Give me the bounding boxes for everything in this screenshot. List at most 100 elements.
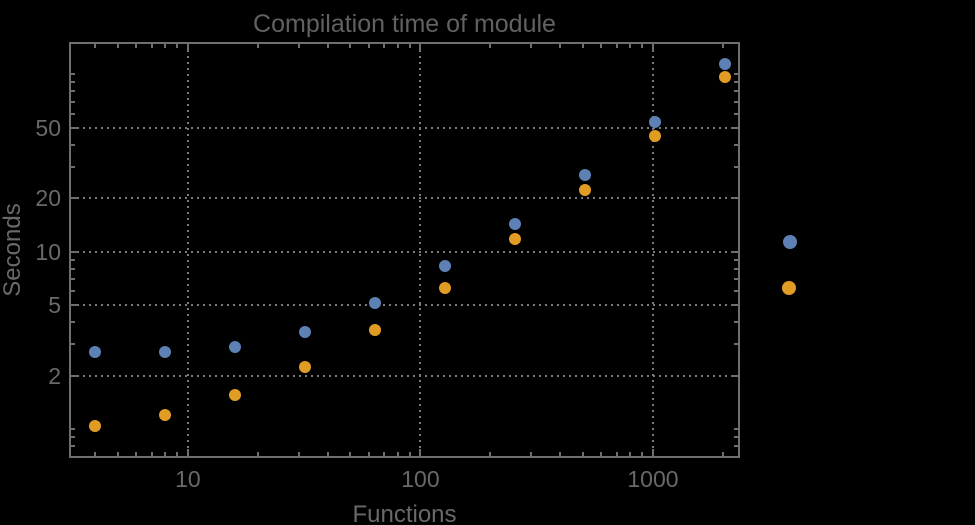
tick-mark-y	[734, 445, 738, 448]
y-tick-label: 20	[35, 185, 61, 212]
tick-mark-y	[71, 197, 78, 200]
data-point-series-1-blue	[159, 345, 172, 358]
tick-mark-x	[116, 452, 119, 456]
legend-marker-1	[783, 235, 797, 249]
tick-mark-x	[116, 44, 119, 48]
tick-mark-x	[383, 452, 386, 456]
x-tick-label: 1000	[627, 466, 679, 492]
tick-mark-x	[559, 452, 562, 456]
tick-mark-x	[600, 452, 603, 456]
tick-mark-x	[408, 44, 411, 48]
tick-mark-y	[734, 427, 738, 430]
tick-mark-x	[489, 452, 492, 456]
plot-frame	[69, 42, 740, 458]
data-point-series-1-blue	[719, 58, 732, 71]
gridline-vertical	[186, 44, 189, 456]
tick-mark-x	[150, 44, 153, 48]
gridline-vertical	[651, 44, 654, 456]
tick-mark-x	[326, 452, 329, 456]
tick-mark-x	[367, 452, 370, 456]
tick-mark-x	[419, 44, 422, 51]
data-point-series-2-orange	[439, 282, 452, 295]
tick-mark-y	[731, 303, 738, 306]
data-point-series-1-blue	[579, 169, 592, 182]
tick-mark-y	[731, 374, 738, 377]
tick-mark-x	[164, 452, 167, 456]
tick-mark-y	[734, 278, 738, 281]
tick-mark-x	[396, 44, 399, 48]
tick-mark-x	[615, 452, 618, 456]
tick-mark-y	[71, 343, 75, 346]
tick-mark-y	[71, 278, 75, 281]
tick-mark-x	[150, 452, 153, 456]
tick-mark-x	[530, 44, 533, 48]
data-point-series-1-blue	[509, 218, 522, 230]
tick-mark-x	[94, 452, 97, 456]
tick-mark-y	[734, 289, 738, 292]
tick-mark-y	[734, 81, 738, 84]
tick-mark-y	[71, 321, 75, 324]
tick-mark-x	[615, 44, 618, 48]
tick-mark-x	[164, 44, 167, 48]
x-axis-label: Functions	[352, 501, 457, 525]
tick-mark-y	[71, 445, 75, 448]
tick-mark-x	[297, 452, 300, 456]
y-tick-label: 10	[35, 238, 61, 265]
tick-mark-x	[176, 44, 179, 48]
gridline-horizontal	[71, 197, 738, 200]
tick-mark-x	[256, 44, 259, 48]
tick-mark-y	[734, 267, 738, 270]
y-tick-label: 5	[48, 291, 61, 318]
tick-mark-y	[734, 343, 738, 346]
gridline-horizontal	[71, 126, 738, 129]
data-point-series-2-orange	[579, 184, 592, 197]
tick-mark-y	[71, 436, 75, 439]
plot-title: Compilation time of module	[253, 10, 556, 38]
tick-mark-x	[721, 452, 724, 456]
data-point-series-2-orange	[299, 361, 312, 374]
tick-mark-y	[71, 289, 75, 292]
tick-mark-x	[581, 44, 584, 48]
tick-mark-y	[71, 427, 75, 430]
y-tick-label: 50	[35, 114, 61, 141]
tick-mark-y	[71, 81, 75, 84]
tick-mark-x	[419, 449, 422, 456]
gridline-horizontal	[71, 303, 738, 306]
tick-mark-y	[71, 267, 75, 270]
tick-mark-x	[651, 449, 654, 456]
tick-mark-x	[489, 44, 492, 48]
tick-mark-y	[734, 165, 738, 168]
tick-mark-y	[734, 321, 738, 324]
tick-mark-x	[651, 44, 654, 51]
tick-mark-y	[71, 165, 75, 168]
tick-mark-y	[71, 112, 75, 115]
data-point-series-2-orange	[369, 324, 382, 337]
tick-mark-x	[530, 452, 533, 456]
tick-mark-y	[734, 73, 738, 76]
tick-mark-x	[721, 44, 724, 48]
tick-mark-y	[734, 143, 738, 146]
tick-mark-x	[629, 44, 632, 48]
tick-mark-x	[135, 44, 138, 48]
data-point-series-2-orange	[649, 129, 662, 142]
tick-mark-x	[559, 44, 562, 48]
tick-mark-y	[734, 258, 738, 261]
tick-mark-y	[71, 143, 75, 146]
data-point-series-1-blue	[299, 325, 312, 338]
tick-mark-x	[600, 44, 603, 48]
tick-mark-x	[581, 452, 584, 456]
tick-mark-x	[135, 452, 138, 456]
tick-mark-x	[641, 452, 644, 456]
y-tick-label: 2	[48, 362, 61, 389]
data-point-series-2-orange	[719, 71, 732, 84]
gridline-horizontal	[71, 250, 738, 253]
data-point-series-1-blue	[89, 346, 102, 359]
tick-mark-y	[734, 112, 738, 115]
tick-mark-x	[383, 44, 386, 48]
tick-mark-y	[731, 250, 738, 253]
tick-mark-x	[408, 452, 411, 456]
tick-mark-y	[734, 100, 738, 103]
data-point-series-2-orange	[509, 233, 522, 246]
gridline-vertical	[419, 44, 422, 456]
